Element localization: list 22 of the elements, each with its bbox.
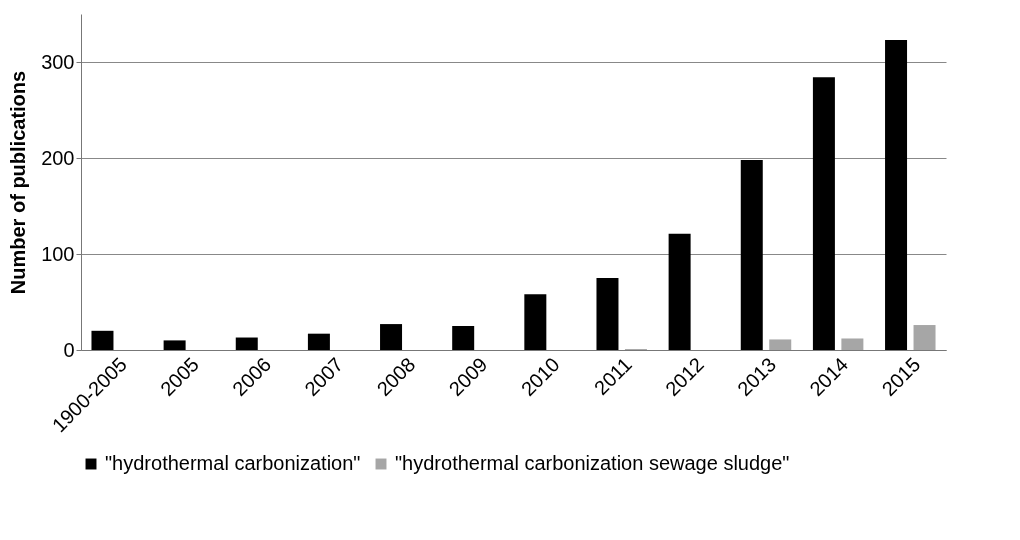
bar	[769, 339, 792, 350]
y-tick-label: 0	[63, 338, 75, 361]
y-axis-title: Number of publications	[7, 70, 30, 295]
bar	[885, 39, 908, 350]
bar	[596, 278, 619, 350]
bar	[524, 294, 547, 350]
bar	[740, 159, 763, 350]
y-tick-label: 200	[41, 146, 75, 169]
bar	[452, 326, 475, 350]
bar	[307, 333, 330, 350]
legend-label: "hydrothermal carbonization sewage sludge"	[395, 452, 790, 474]
bar	[235, 337, 258, 350]
bar	[380, 324, 403, 350]
bar	[812, 77, 835, 350]
bar	[841, 338, 864, 350]
y-tick-label: 100	[41, 242, 75, 265]
bar	[163, 340, 186, 350]
bar	[668, 233, 691, 350]
legend-label: "hydrothermal carbonization"	[105, 452, 361, 474]
y-tick-label: 300	[41, 50, 75, 73]
bar	[913, 325, 936, 350]
bar	[91, 330, 114, 350]
